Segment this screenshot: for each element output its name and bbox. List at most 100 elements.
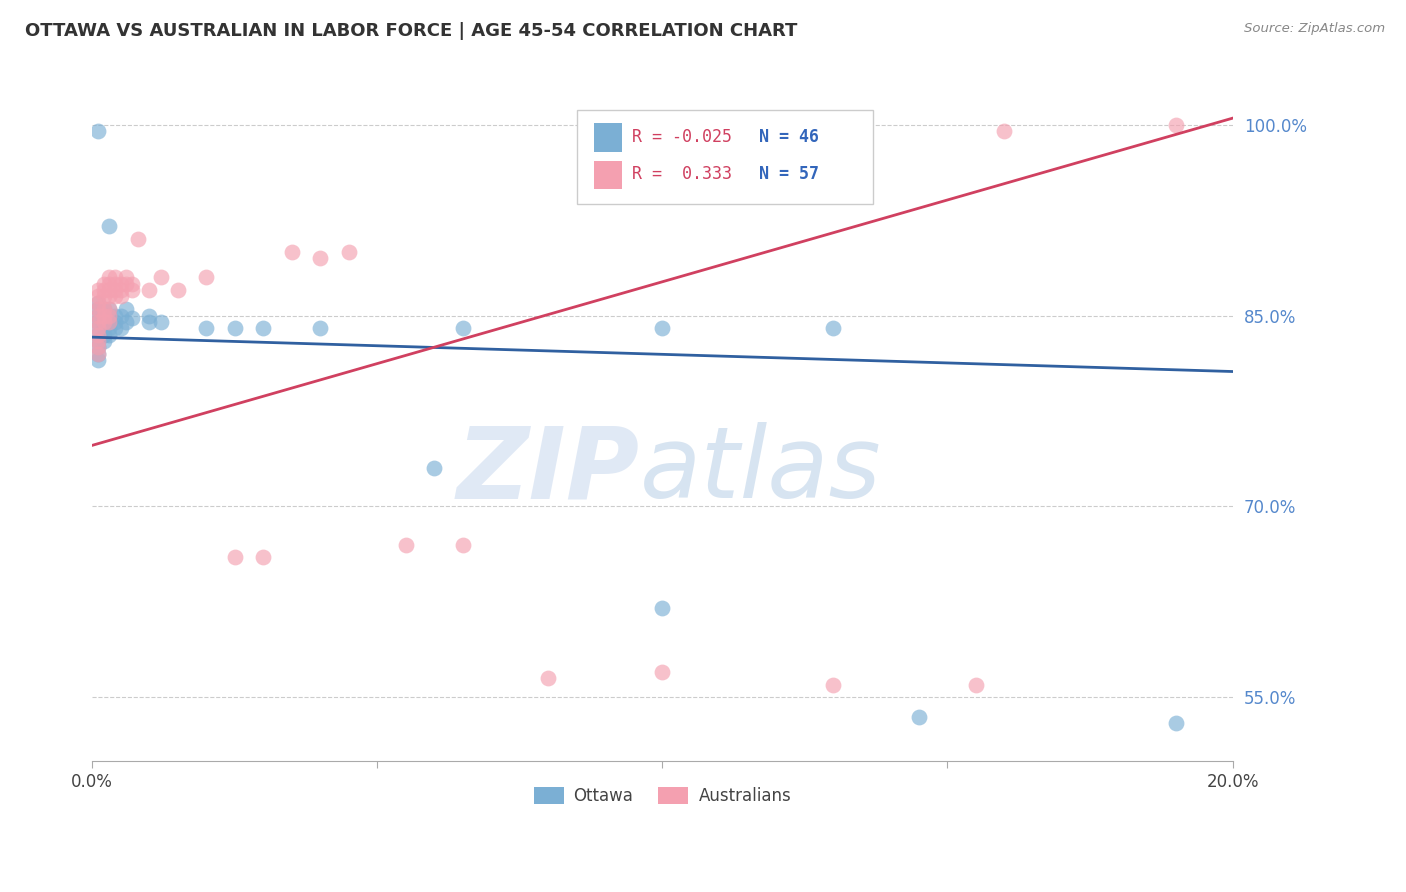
Point bbox=[104, 270, 127, 285]
Point bbox=[138, 283, 160, 297]
Text: R = -0.025: R = -0.025 bbox=[631, 128, 731, 146]
Point bbox=[651, 601, 673, 615]
Point bbox=[149, 270, 172, 285]
Point bbox=[104, 289, 127, 303]
Point bbox=[98, 309, 121, 323]
Point bbox=[98, 315, 121, 329]
Point bbox=[104, 277, 127, 291]
Point bbox=[98, 219, 121, 234]
Point bbox=[115, 315, 138, 329]
Point bbox=[965, 678, 987, 692]
Point bbox=[115, 277, 138, 291]
Point bbox=[93, 327, 115, 342]
Point bbox=[195, 270, 218, 285]
Point bbox=[110, 289, 132, 303]
Point bbox=[651, 321, 673, 335]
Text: OTTAWA VS AUSTRALIAN IN LABOR FORCE | AGE 45-54 CORRELATION CHART: OTTAWA VS AUSTRALIAN IN LABOR FORCE | AG… bbox=[25, 22, 797, 40]
Point bbox=[451, 321, 474, 335]
Text: Source: ZipAtlas.com: Source: ZipAtlas.com bbox=[1244, 22, 1385, 36]
Point bbox=[98, 315, 121, 329]
Point bbox=[98, 302, 121, 317]
Point bbox=[138, 315, 160, 329]
Point bbox=[823, 321, 845, 335]
Point bbox=[110, 277, 132, 291]
Point bbox=[87, 334, 110, 348]
Point bbox=[93, 283, 115, 297]
Point bbox=[110, 283, 132, 297]
Point bbox=[93, 289, 115, 303]
Point bbox=[651, 665, 673, 679]
Point bbox=[98, 277, 121, 291]
Point bbox=[110, 321, 132, 335]
Point bbox=[138, 309, 160, 323]
Point bbox=[93, 334, 115, 348]
Point bbox=[104, 315, 127, 329]
Point bbox=[87, 321, 110, 335]
Point bbox=[93, 315, 115, 329]
Point bbox=[309, 321, 332, 335]
Point bbox=[195, 321, 218, 335]
Text: ZIP: ZIP bbox=[457, 423, 640, 519]
Point bbox=[1164, 715, 1187, 730]
Point bbox=[87, 321, 110, 335]
Point bbox=[115, 270, 138, 285]
Text: N = 46: N = 46 bbox=[759, 128, 820, 146]
FancyBboxPatch shape bbox=[593, 161, 623, 189]
Point bbox=[87, 295, 110, 310]
Point bbox=[87, 295, 110, 310]
Point bbox=[87, 289, 110, 303]
Point bbox=[93, 315, 115, 329]
Point bbox=[87, 302, 110, 317]
Point bbox=[423, 461, 446, 475]
Point bbox=[280, 244, 302, 259]
Point bbox=[87, 327, 110, 342]
Point bbox=[87, 347, 110, 361]
Point bbox=[98, 321, 121, 335]
Point bbox=[87, 327, 110, 342]
Point bbox=[166, 283, 188, 297]
Point bbox=[87, 315, 110, 329]
Point bbox=[121, 311, 143, 326]
Point bbox=[104, 309, 127, 323]
Point bbox=[451, 538, 474, 552]
Text: R =  0.333: R = 0.333 bbox=[631, 165, 731, 183]
Point bbox=[87, 340, 110, 354]
Point bbox=[98, 289, 121, 303]
FancyBboxPatch shape bbox=[593, 123, 623, 152]
Point bbox=[87, 309, 110, 323]
Point bbox=[98, 270, 121, 285]
Point bbox=[908, 709, 931, 723]
Point bbox=[87, 283, 110, 297]
Point bbox=[104, 321, 127, 335]
Point bbox=[93, 321, 115, 335]
Point bbox=[1164, 118, 1187, 132]
Point bbox=[104, 283, 127, 297]
Point bbox=[98, 327, 121, 342]
Point bbox=[98, 309, 121, 323]
Point bbox=[127, 232, 149, 246]
Point bbox=[115, 302, 138, 317]
Point bbox=[87, 309, 110, 323]
Point bbox=[87, 315, 110, 329]
Point bbox=[93, 309, 115, 323]
Point bbox=[224, 321, 246, 335]
Point bbox=[149, 315, 172, 329]
Text: N = 57: N = 57 bbox=[759, 165, 820, 183]
Point bbox=[823, 678, 845, 692]
Point bbox=[87, 302, 110, 317]
Point bbox=[98, 283, 121, 297]
FancyBboxPatch shape bbox=[576, 110, 873, 204]
Point bbox=[87, 353, 110, 368]
Point bbox=[110, 309, 132, 323]
Point bbox=[93, 309, 115, 323]
Point bbox=[252, 321, 274, 335]
Point bbox=[87, 124, 110, 138]
Point bbox=[395, 538, 418, 552]
Point bbox=[87, 347, 110, 361]
Point bbox=[87, 334, 110, 348]
Point bbox=[87, 340, 110, 354]
Point bbox=[121, 277, 143, 291]
Point bbox=[252, 550, 274, 565]
Point bbox=[93, 302, 115, 317]
Point bbox=[337, 244, 360, 259]
